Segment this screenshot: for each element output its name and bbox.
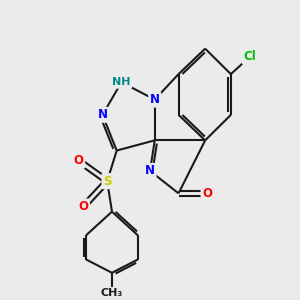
Text: Cl: Cl bbox=[244, 50, 256, 63]
Text: N: N bbox=[150, 93, 160, 106]
Text: N: N bbox=[145, 164, 155, 177]
Text: N: N bbox=[98, 108, 107, 122]
Text: CH₃: CH₃ bbox=[101, 288, 123, 298]
Text: O: O bbox=[78, 200, 88, 213]
Text: O: O bbox=[74, 154, 84, 167]
Text: NH: NH bbox=[112, 77, 131, 87]
Text: O: O bbox=[202, 187, 212, 200]
Text: S: S bbox=[103, 175, 112, 188]
